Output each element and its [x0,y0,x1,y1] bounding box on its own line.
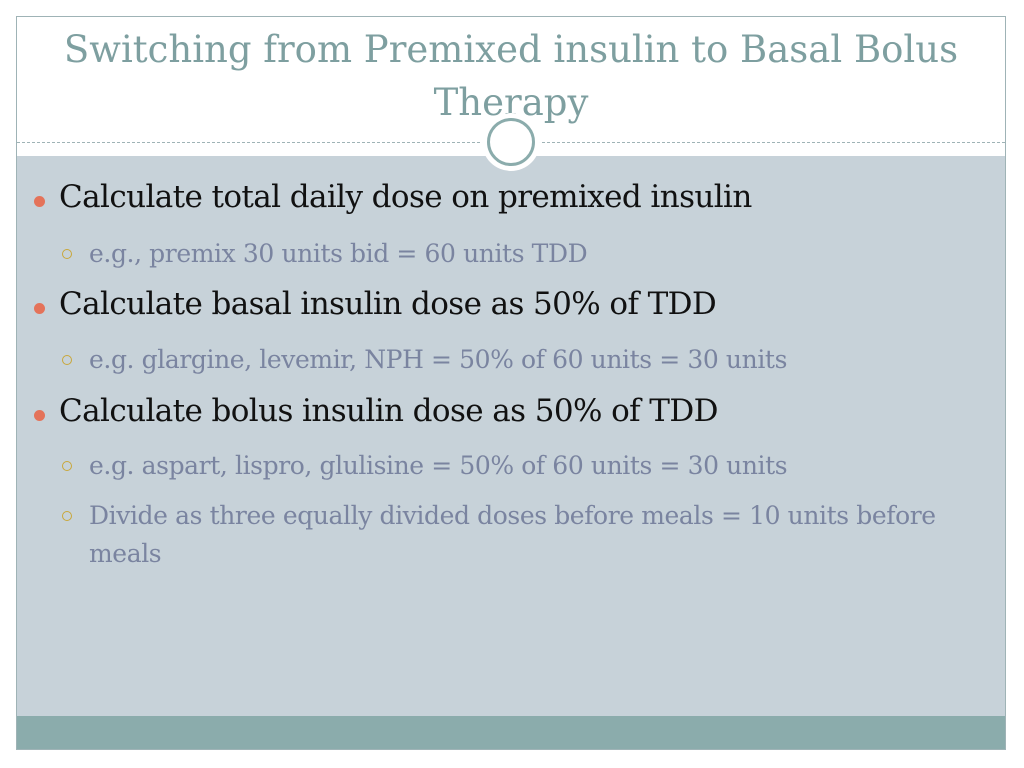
footer-bar [17,716,1005,749]
filled-circle-bullet-icon [34,196,45,207]
hollow-circle-bullet-icon [62,511,72,521]
filled-circle-bullet-icon [34,410,45,421]
sub-item-bolus-example: e.g. aspart, lispro, glulisine = 50% of … [89,451,788,480]
bullet-item-total-daily-dose: Calculate total daily dose on premixed i… [59,179,752,215]
content-area [17,156,1005,716]
filled-circle-bullet-icon [34,303,45,314]
slide: Switching from Premixed insulin to Basal… [16,16,1006,750]
sub-item-divide-doses: Divide as three equally divided doses be… [89,501,936,568]
hollow-circle-bullet-icon [62,461,72,471]
bullet-item-basal-dose: Calculate basal insulin dose as 50% of T… [59,286,717,322]
hollow-circle-bullet-icon [62,249,72,259]
hollow-circle-bullet-icon [62,355,72,365]
sub-item-basal-example: e.g. glargine, levemir, NPH = 50% of 60 … [89,345,787,374]
sub-item-premix-example: e.g., premix 30 units bid = 60 units TDD [89,239,588,268]
slide-title: Switching from Premixed insulin to Basal… [63,28,959,124]
bullet-item-bolus-dose: Calculate bolus insulin dose as 50% of T… [59,393,718,429]
ring-ornament-inner [487,118,535,166]
ring-ornament-icon [482,113,540,171]
